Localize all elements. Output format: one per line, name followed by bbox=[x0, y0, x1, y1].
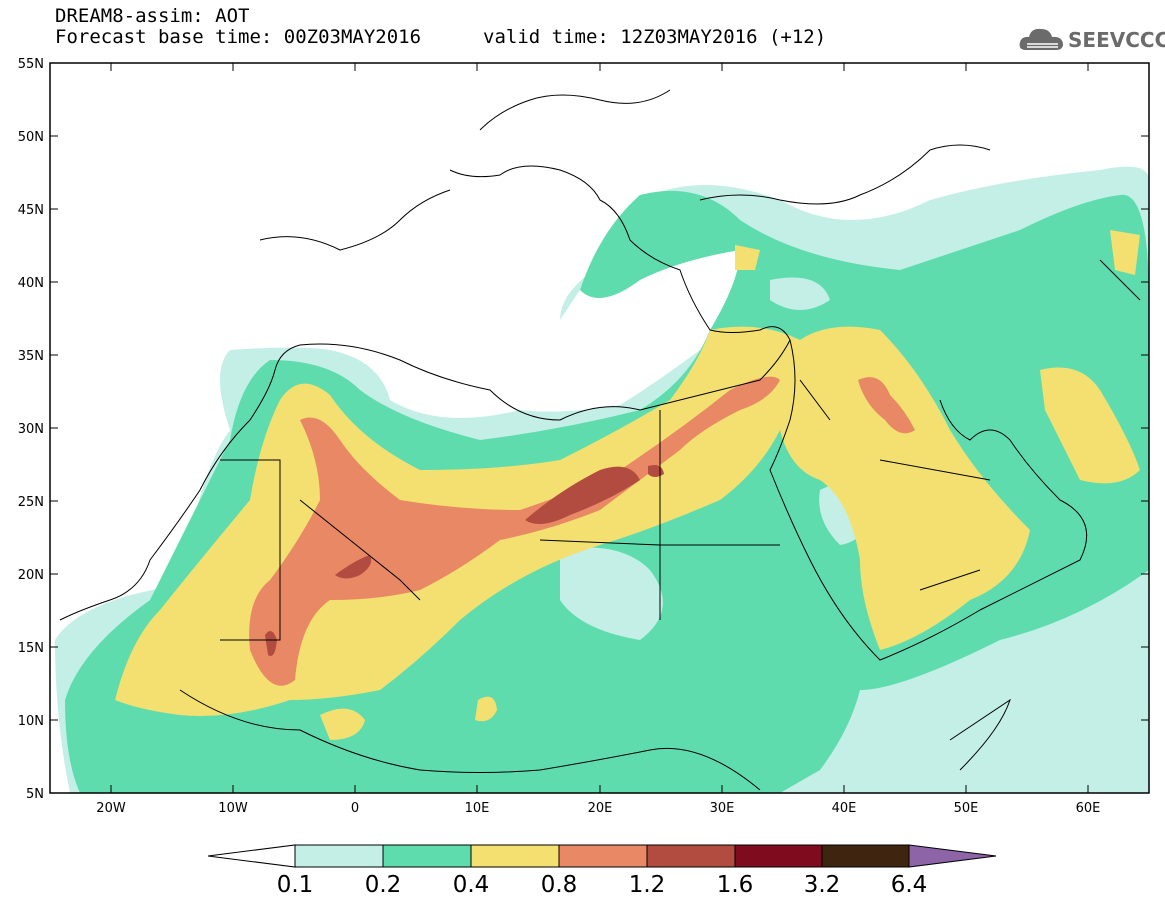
lat-label: 35N bbox=[18, 349, 44, 364]
lat-label: 55N bbox=[18, 57, 44, 72]
coastlines bbox=[59, 89, 1141, 791]
forecast-base-time: Forecast base time: 00Z03MAY2016 bbox=[55, 26, 422, 48]
lat-label: 10N bbox=[18, 714, 44, 729]
aot-level-0.8 bbox=[249, 376, 780, 686]
colorbar-segment bbox=[734, 844, 823, 868]
aot-level-0.4 bbox=[115, 326, 1030, 716]
aot-hole bbox=[560, 547, 663, 640]
aot-field bbox=[50, 63, 1149, 793]
aot-level-0.4 bbox=[735, 245, 760, 270]
colorbar-segment-over bbox=[908, 844, 997, 868]
logo-text: SEEVCCC bbox=[1068, 28, 1165, 52]
lat-ticks bbox=[50, 62, 1149, 721]
lon-label: 60E bbox=[1076, 801, 1101, 816]
valid-time: valid time: 12Z03MAY2016 (+12) bbox=[483, 26, 827, 48]
aot-level-1.2 bbox=[265, 631, 277, 656]
colorbar-label: 0.2 bbox=[364, 872, 402, 898]
colorbar-label: 0.4 bbox=[452, 872, 490, 898]
lat-label: 30N bbox=[18, 422, 44, 437]
lon-label: 20E bbox=[588, 801, 613, 816]
lat-label: 5N bbox=[26, 787, 44, 802]
aot-level-0.4 bbox=[1110, 230, 1140, 275]
colorbar-segment-under bbox=[207, 844, 296, 868]
lon-label: 10E bbox=[465, 801, 490, 816]
lon-ticks bbox=[110, 63, 1089, 793]
lat-label: 50N bbox=[18, 130, 44, 145]
colorbar-segment bbox=[294, 844, 384, 868]
aot-level-0.4 bbox=[475, 696, 497, 722]
colorbar-label: 6.4 bbox=[890, 872, 928, 898]
aot-level-0.8 bbox=[858, 377, 915, 434]
colorbar-segment bbox=[382, 844, 472, 868]
aot-level-1.2 bbox=[335, 555, 372, 579]
lat-label: 40N bbox=[18, 276, 44, 291]
colorbar-segment bbox=[558, 844, 648, 868]
lat-label: 25N bbox=[18, 495, 44, 510]
lon-labels: 20W 10W 0 10E 20E 30E 40E 50E 60E bbox=[96, 801, 1100, 816]
lat-labels: 55N 50N 45N 40N 35N 30N 25N 20N 15N 10N … bbox=[18, 57, 44, 802]
aot-hole bbox=[770, 277, 830, 310]
cloud-logo-icon bbox=[1019, 28, 1063, 50]
colorbar-label: 0.1 bbox=[276, 872, 314, 898]
lon-label: 30E bbox=[710, 801, 735, 816]
lat-label: 20N bbox=[18, 568, 44, 583]
colorbar-label: 1.2 bbox=[628, 872, 666, 898]
colorbar-segment bbox=[470, 844, 560, 868]
lon-label: 10W bbox=[218, 801, 248, 816]
colorbar-label: 1.6 bbox=[716, 872, 754, 898]
colorbar-label: 0.8 bbox=[540, 872, 578, 898]
map-title: DREAM8-assim: AOT bbox=[55, 5, 250, 27]
colorbar-segment bbox=[821, 844, 910, 868]
lon-label: 40E bbox=[832, 801, 857, 816]
colorbar-segment bbox=[646, 844, 736, 868]
lon-label: 20W bbox=[96, 801, 126, 816]
seevccc-logo: SEEVCCC bbox=[1018, 24, 1165, 56]
colorbar bbox=[207, 844, 997, 868]
lat-label: 45N bbox=[18, 203, 44, 218]
aot-level-0.4 bbox=[1040, 367, 1140, 484]
aot-level-1.2 bbox=[525, 466, 640, 524]
lon-label: 0 bbox=[351, 801, 359, 816]
aot-level-0.4 bbox=[320, 708, 365, 740]
lon-label: 50E bbox=[954, 801, 979, 816]
lat-label: 15N bbox=[18, 641, 44, 656]
colorbar-label: 3.2 bbox=[803, 872, 841, 898]
